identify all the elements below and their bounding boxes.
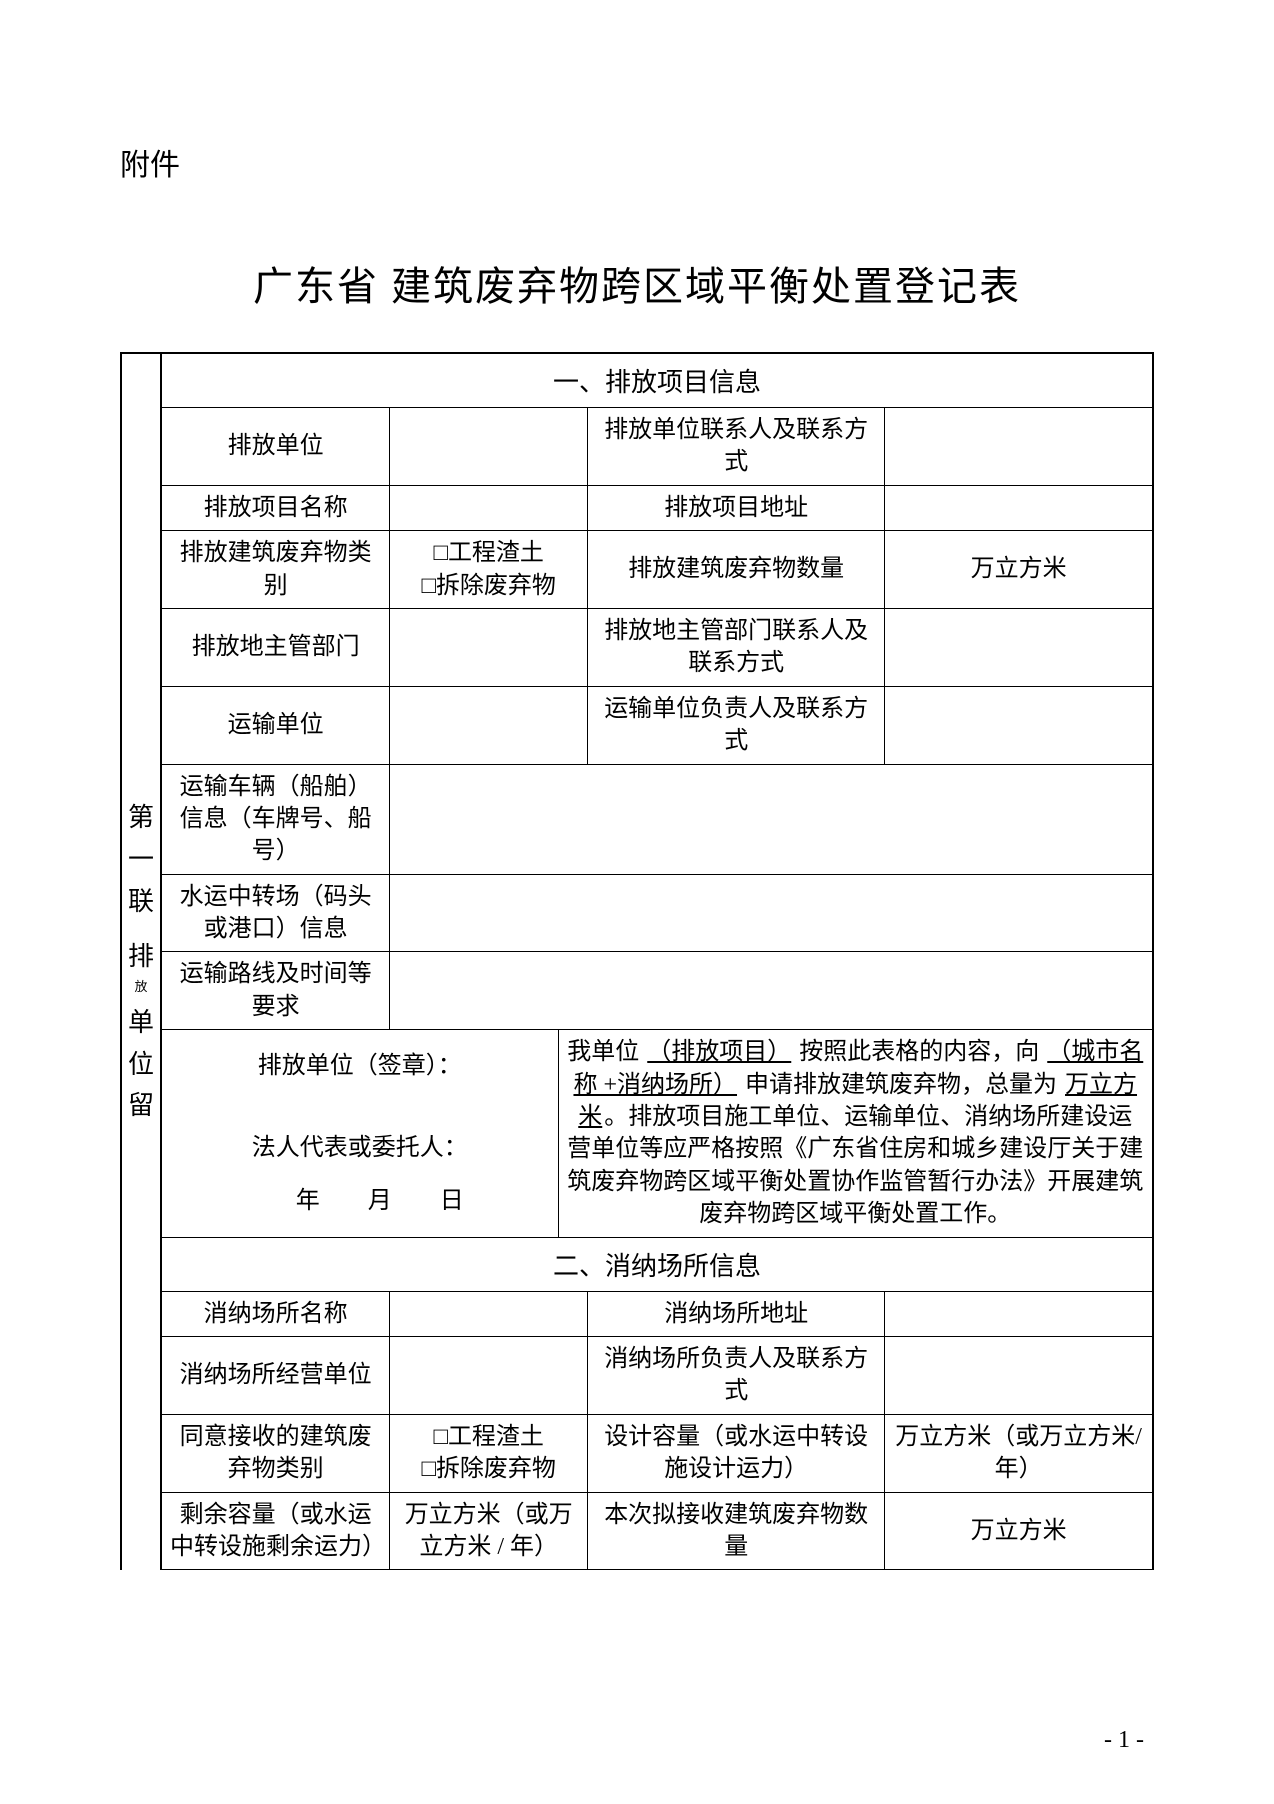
form-wrapper: 第一联排放单位留 一、排放项目信息 排放单位 排放单位联系人及联系方式排放项目名称…	[120, 352, 1154, 1570]
row-value: 万立方米（或万立方米/ 年）	[885, 1414, 1152, 1492]
row-label: 本次拟接收建筑废弃物数量	[588, 1492, 885, 1570]
sig-date: 年 月 日	[170, 1185, 550, 1217]
row-label: 同意接收的建筑废弃物类别	[162, 1414, 390, 1492]
row-value	[885, 608, 1152, 686]
row-value	[390, 408, 588, 485]
row-label: 排放项目名称	[162, 485, 390, 530]
row-value	[390, 764, 1152, 874]
row-label: 运输单位	[162, 686, 390, 764]
row-label: 运输车辆（船舶）信息（车牌号、船号）	[162, 764, 390, 874]
row-value	[390, 1336, 588, 1414]
row-label: 消纳场所负责人及联系方式	[588, 1336, 885, 1414]
row-value	[885, 485, 1152, 530]
section2-table: 消纳场所名称 消纳场所地址消纳场所经营单位 消纳场所负责人及联系方式同意接收的建筑废…	[162, 1292, 1152, 1571]
row-value: 万立方米	[885, 531, 1152, 609]
form-body: 一、排放项目信息 排放单位排放单位联系人及联系方式排放项目名称排放项目地址排放建…	[162, 354, 1152, 1570]
page: 附件 广东省 建筑废弃物跨区域平衡处置登记表 第一联排放单位留 一、排放项目信息…	[0, 0, 1274, 1804]
row-value	[885, 686, 1152, 764]
row-value	[885, 1336, 1152, 1414]
row-label: 消纳场所经营单位	[162, 1336, 390, 1414]
row-label: 消纳场所地址	[588, 1292, 885, 1337]
row-label: 排放单位联系人及联系方式	[588, 408, 885, 485]
row-value: □工程渣土□拆除废弃物	[390, 531, 588, 609]
page-number: - 1 -	[1104, 1727, 1144, 1754]
row-label: 运输单位负责人及联系方式	[588, 686, 885, 764]
row-label: 运输路线及时间等要求	[162, 952, 390, 1030]
attachment-label: 附件	[120, 140, 1154, 184]
row-label: 排放地主管部门联系人及联系方式	[588, 608, 885, 686]
row-value	[390, 1292, 588, 1337]
main-title: 广东省 建筑废弃物跨区域平衡处置登记表	[120, 254, 1154, 312]
side-label: 第一联排放单位留	[122, 354, 162, 1570]
row-label: 设计容量（或水运中转设施设计运力）	[588, 1414, 885, 1492]
row-value	[390, 874, 1152, 952]
row-value	[390, 608, 588, 686]
sig-rep: 法人代表或委托人：	[170, 1132, 550, 1164]
section1-header: 一、排放项目信息	[162, 354, 1152, 408]
row-label: 排放项目地址	[588, 485, 885, 530]
row-label: 消纳场所名称	[162, 1292, 390, 1337]
signature-block: 排放单位（签章）： 法人代表或委托人： 年 月 日 我单位 （排放项目） 按照此…	[162, 1030, 1152, 1237]
row-label: 排放建筑废弃物类别	[162, 531, 390, 609]
row-value	[885, 408, 1152, 485]
signature-left: 排放单位（签章）： 法人代表或委托人： 年 月 日	[162, 1030, 558, 1237]
row-label: 排放单位	[162, 408, 390, 485]
row-label: 排放地主管部门	[162, 608, 390, 686]
signature-right: 我单位 （排放项目） 按照此表格的内容，向 （城市名称 +消纳场所） 申请排放建…	[558, 1030, 1152, 1237]
row-value	[885, 1292, 1152, 1337]
row-value: 万立方米（或万立方米 / 年）	[390, 1492, 588, 1570]
row-value	[390, 952, 1152, 1030]
row-value	[390, 485, 588, 530]
section2-header: 二、消纳场所信息	[162, 1238, 1152, 1292]
row-value: □工程渣土□拆除废弃物	[390, 1414, 588, 1492]
row-value	[390, 686, 588, 764]
sig-unit: 排放单位（签章）：	[170, 1050, 550, 1082]
row-label: 剩余容量（或水运中转设施剩余运力）	[162, 1492, 390, 1570]
row-value: 万立方米	[885, 1492, 1152, 1570]
row-label: 排放建筑废弃物数量	[588, 531, 885, 609]
row-label: 水运中转场（码头或港口）信息	[162, 874, 390, 952]
section1-table: 排放单位 排放单位联系人及联系方式排放项目名称 排放项目地址排放建筑废弃物类别□工程…	[162, 408, 1152, 1030]
